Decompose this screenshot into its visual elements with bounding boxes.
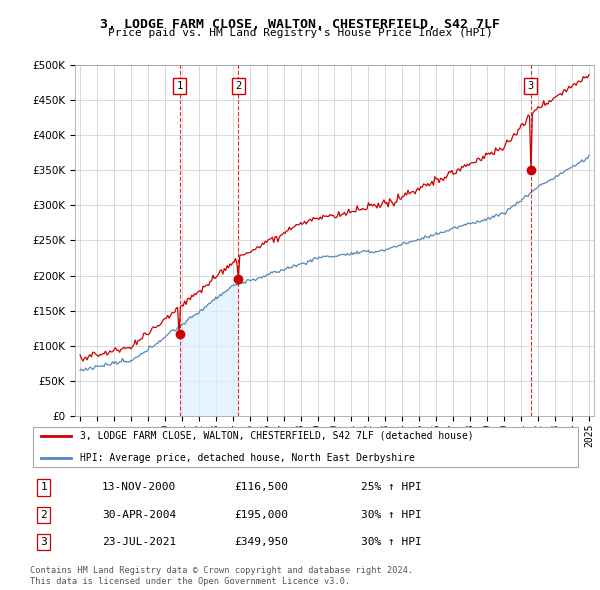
Text: Contains HM Land Registry data © Crown copyright and database right 2024.: Contains HM Land Registry data © Crown c… bbox=[30, 566, 413, 575]
Text: £195,000: £195,000 bbox=[234, 510, 288, 520]
Text: £349,950: £349,950 bbox=[234, 537, 288, 547]
Text: 1: 1 bbox=[176, 81, 183, 91]
Text: 3: 3 bbox=[40, 537, 47, 547]
Text: This data is licensed under the Open Government Licence v3.0.: This data is licensed under the Open Gov… bbox=[30, 577, 350, 586]
Text: 3, LODGE FARM CLOSE, WALTON, CHESTERFIELD, S42 7LF (detached house): 3, LODGE FARM CLOSE, WALTON, CHESTERFIEL… bbox=[80, 431, 473, 441]
FancyBboxPatch shape bbox=[33, 427, 578, 467]
Text: 2: 2 bbox=[40, 510, 47, 520]
Text: 30-APR-2004: 30-APR-2004 bbox=[102, 510, 176, 520]
Text: 2: 2 bbox=[235, 81, 241, 91]
Text: £116,500: £116,500 bbox=[234, 483, 288, 493]
Text: 3: 3 bbox=[527, 81, 533, 91]
Text: Price paid vs. HM Land Registry's House Price Index (HPI): Price paid vs. HM Land Registry's House … bbox=[107, 28, 493, 38]
Text: 30% ↑ HPI: 30% ↑ HPI bbox=[361, 510, 422, 520]
Text: 13-NOV-2000: 13-NOV-2000 bbox=[102, 483, 176, 493]
Text: 1: 1 bbox=[40, 483, 47, 493]
Text: HPI: Average price, detached house, North East Derbyshire: HPI: Average price, detached house, Nort… bbox=[80, 453, 415, 463]
Text: 23-JUL-2021: 23-JUL-2021 bbox=[102, 537, 176, 547]
Text: 25% ↑ HPI: 25% ↑ HPI bbox=[361, 483, 422, 493]
Text: 3, LODGE FARM CLOSE, WALTON, CHESTERFIELD, S42 7LF: 3, LODGE FARM CLOSE, WALTON, CHESTERFIEL… bbox=[100, 18, 500, 31]
Text: 30% ↑ HPI: 30% ↑ HPI bbox=[361, 537, 422, 547]
